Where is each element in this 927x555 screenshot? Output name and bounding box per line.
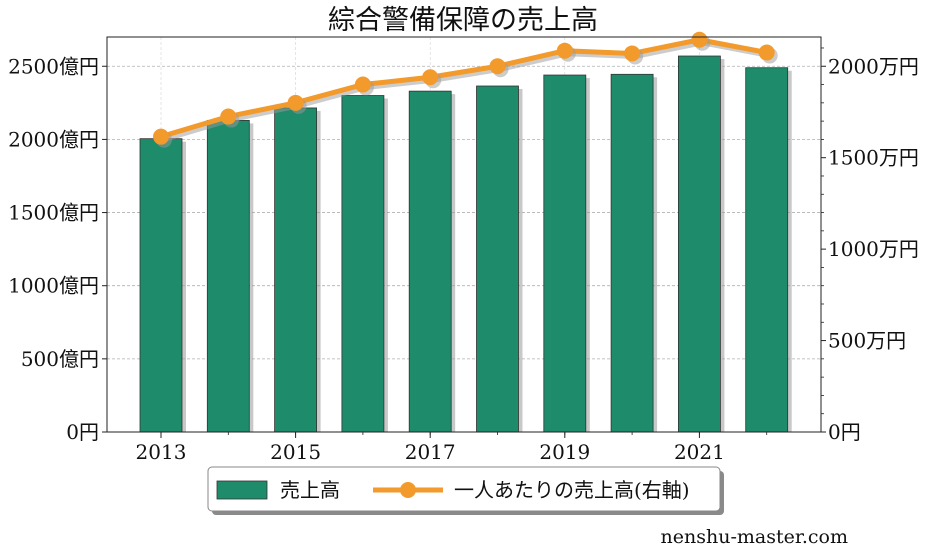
data-point (489, 58, 506, 75)
data-point (220, 108, 237, 125)
x-tick-label: 2019 (539, 440, 590, 464)
y-left-tick-label: 0円 (66, 420, 99, 444)
legend-swatch-marker (400, 482, 416, 498)
x-tick-label: 2013 (136, 440, 187, 464)
legend-box (207, 466, 721, 512)
bar (678, 55, 721, 433)
bar (341, 95, 385, 433)
y-left-tick-label: 1500億円 (8, 201, 99, 225)
watermark-text: nenshu-master.com (661, 526, 848, 548)
y-left-tick-label: 1000億円 (8, 274, 99, 298)
line-shadow (163, 40, 771, 143)
data-point (691, 31, 708, 48)
data-point (624, 45, 641, 62)
bar (139, 138, 183, 433)
bar (610, 73, 654, 433)
data-point (422, 69, 439, 86)
bar (543, 74, 587, 433)
y-right-tick-label: 2000万円 (828, 54, 919, 78)
plot-frame (106, 36, 822, 433)
bar (476, 85, 519, 433)
bar (206, 119, 250, 433)
series-line (160, 37, 768, 140)
x-tick-label: 2015 (270, 440, 321, 464)
chart-title: 綜合警備保障の売上高 (328, 5, 598, 36)
data-point (354, 76, 371, 93)
x-tick-label: 2017 (405, 440, 456, 464)
bar (274, 107, 318, 433)
legend-label-line: 一人あたりの売上高(右軸) (454, 478, 690, 502)
y-right-tick-label: 1500万円 (828, 146, 919, 170)
data-point (153, 128, 169, 145)
data-point (556, 42, 573, 59)
y-left-tick-label: 2500億円 (8, 54, 99, 78)
bar (745, 67, 789, 433)
legend-label-bar: 売上高 (280, 478, 340, 502)
y-left-tick-label: 500億円 (21, 347, 99, 371)
x-tick-label: 2021 (674, 440, 725, 464)
data-point (758, 44, 775, 61)
y-right-tick-label: 0円 (828, 420, 861, 444)
y-right-tick-label: 500万円 (828, 329, 906, 353)
y-right-tick-label: 1000万円 (828, 237, 919, 261)
y-left-tick-label: 2000億円 (8, 127, 99, 151)
bar (408, 90, 452, 433)
data-point (287, 94, 304, 111)
legend-swatch-bar (216, 480, 268, 500)
